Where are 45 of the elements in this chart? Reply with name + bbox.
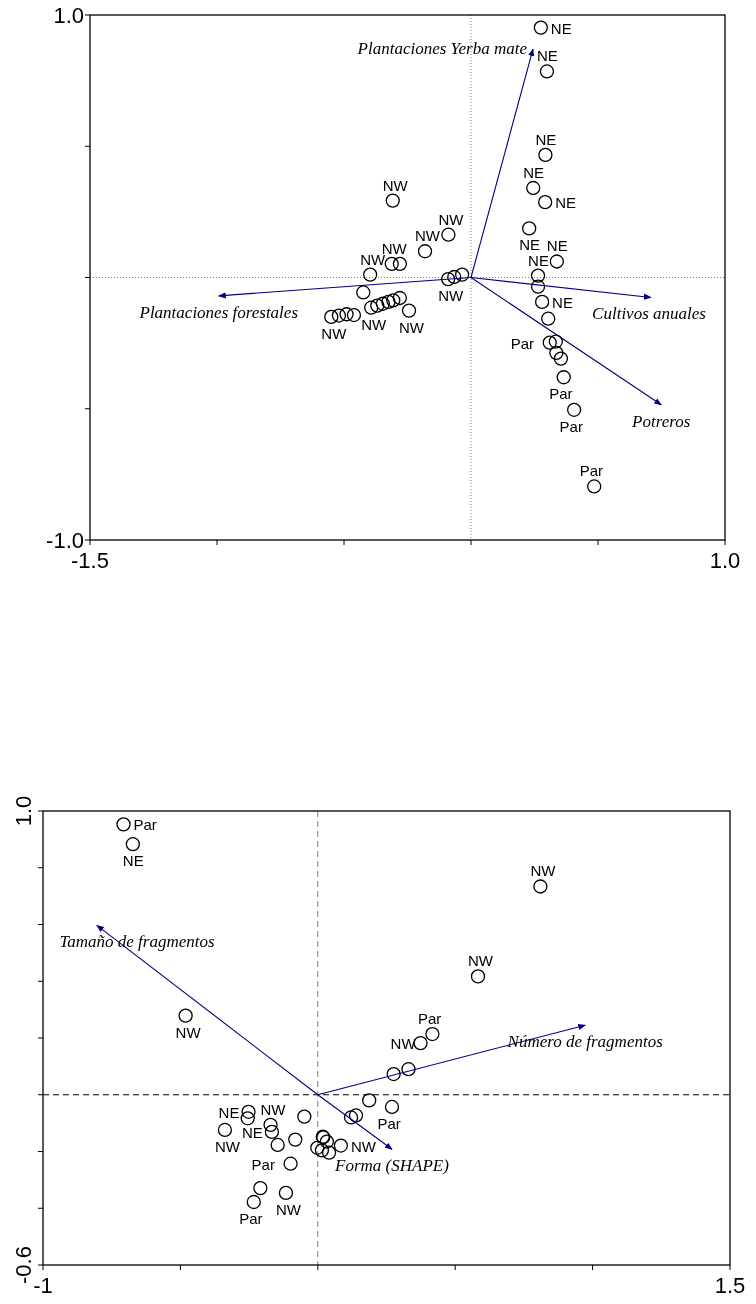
text: NW xyxy=(321,324,347,342)
series-label: Número de fragmentos xyxy=(506,1032,664,1052)
text: NE xyxy=(519,236,541,254)
text: NE xyxy=(241,1123,263,1141)
text: NW xyxy=(530,862,556,880)
text: NE xyxy=(550,19,572,37)
x-tick-label: -1 xyxy=(33,1273,53,1298)
text: NE xyxy=(536,47,558,65)
y-tick-label: -0.6 xyxy=(11,1246,36,1284)
text: Par xyxy=(510,334,535,352)
text: Par xyxy=(559,417,583,435)
text: NW xyxy=(438,210,464,228)
text: NW xyxy=(382,176,408,194)
series-label: Cultivos anuales xyxy=(592,304,707,324)
series-label: Tamaño de fragmentos xyxy=(59,932,215,952)
series-label: NE xyxy=(218,1103,240,1121)
text: NE xyxy=(555,194,577,212)
text: NW xyxy=(175,1023,201,1041)
text: NW xyxy=(438,287,464,305)
text: NW xyxy=(399,318,425,336)
series-label: NE xyxy=(528,251,549,269)
text: Par xyxy=(417,1010,442,1028)
series-label: Par xyxy=(133,816,157,834)
text: NE xyxy=(552,293,573,311)
series-label: Forma (SHAPE) xyxy=(334,1156,450,1176)
text: NE xyxy=(535,130,557,148)
x-tick-label: 1.5 xyxy=(714,1273,746,1298)
text: NW xyxy=(260,1100,286,1118)
text: NW xyxy=(415,227,441,245)
text: NW xyxy=(214,1137,240,1155)
text: NW xyxy=(468,952,494,970)
text: NE xyxy=(122,852,144,870)
text: NE xyxy=(546,237,568,255)
text: Par xyxy=(239,1210,263,1228)
text: Par xyxy=(377,1114,401,1132)
series-label: Potreros xyxy=(631,411,691,431)
series-label: Par xyxy=(549,385,573,403)
text: Par xyxy=(251,1155,275,1173)
text: NW xyxy=(350,1137,376,1155)
series-label: NW xyxy=(361,315,388,333)
text: Par xyxy=(579,462,604,480)
series-label: Plantaciones Yerba mate xyxy=(356,39,528,59)
text: NW xyxy=(275,1200,301,1218)
series-label: Plantaciones forestales xyxy=(138,302,299,322)
text: NE xyxy=(523,163,545,181)
